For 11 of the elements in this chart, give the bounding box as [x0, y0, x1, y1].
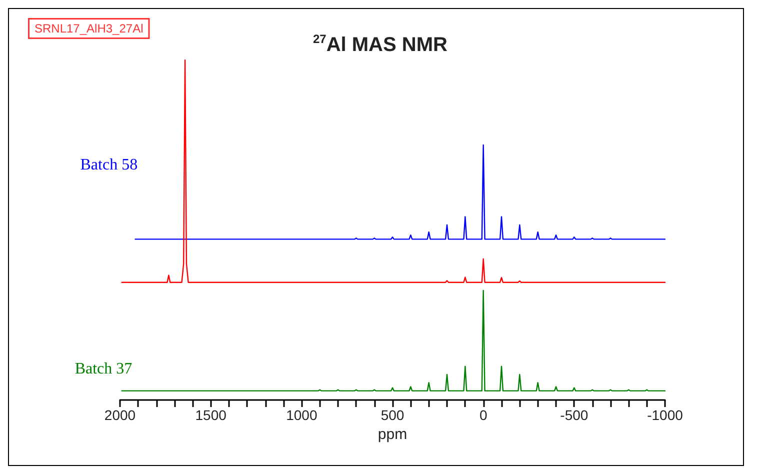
text: Batch 58	[80, 156, 138, 174]
series-label: Batch 37	[74, 360, 132, 378]
x-tick-label: 1500	[195, 407, 227, 423]
x-tick-label: -1000	[647, 407, 684, 423]
x-axis-title: ppm	[378, 426, 408, 443]
x-tick-label: 1000	[286, 407, 318, 423]
x-tick-label: -500	[560, 407, 588, 423]
x-tick-label: 2000	[104, 407, 136, 423]
x-tick-label: 500	[380, 407, 404, 423]
x-tick-label: 0	[479, 407, 488, 423]
text: SRNL17_AlH3_27Al	[34, 22, 144, 36]
